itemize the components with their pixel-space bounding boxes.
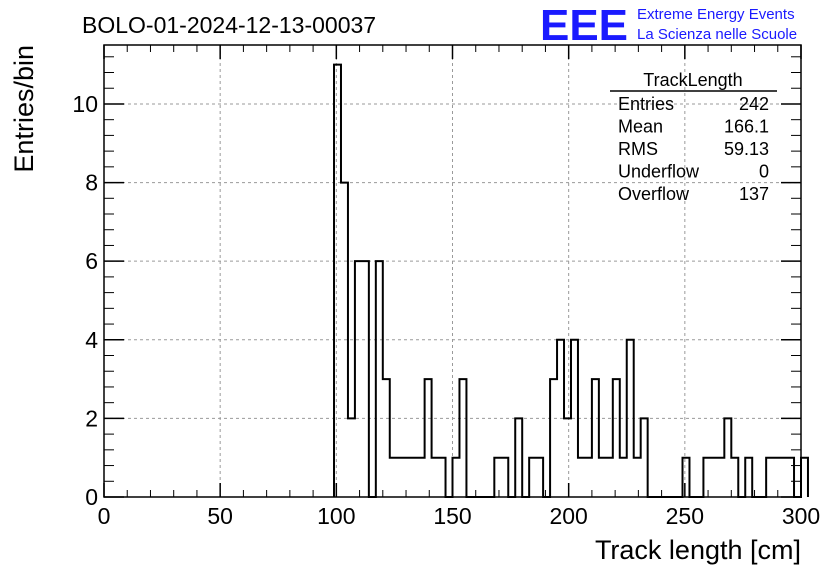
y-tick-label: 2	[85, 405, 98, 431]
histogram-outline	[333, 63, 809, 498]
stats-value: 137	[739, 184, 769, 204]
histogram-bin	[515, 418, 522, 497]
histogram-bin	[683, 458, 690, 497]
histogram-bin	[773, 458, 780, 497]
histogram-bin	[529, 458, 536, 497]
histogram-bin	[383, 379, 390, 497]
y-tick-label: 10	[72, 91, 98, 117]
histogram-bin	[334, 65, 341, 497]
y-tick-label: 6	[85, 248, 98, 274]
stats-label: Mean	[618, 117, 663, 137]
histogram-bin	[418, 458, 425, 497]
histogram-bin	[766, 458, 773, 497]
stats-title: TrackLength	[643, 70, 742, 90]
histogram-bin	[425, 379, 432, 497]
histogram-bin	[585, 458, 592, 497]
eee-logo: EEE	[540, 1, 628, 50]
histogram-bin	[341, 183, 348, 497]
histogram-bin	[710, 458, 717, 497]
x-axis-title: Track length [cm]	[595, 535, 801, 565]
histogram-bin	[641, 418, 648, 497]
histogram-bin	[404, 458, 411, 497]
histogram-bin	[724, 418, 731, 497]
stats-label: Underflow	[618, 162, 700, 182]
stats-rows: Entries 242 Mean 166.1 RMS 59.13 Underflow 0 Ove…	[618, 94, 769, 204]
histogram-bin	[801, 458, 808, 497]
histogram-bin	[613, 379, 620, 497]
histogram-bin	[787, 458, 794, 497]
histogram-bin	[459, 379, 466, 497]
y-tick-label: 0	[85, 484, 98, 510]
eee-logo-line2: La Scienza nelle Scuole	[637, 26, 797, 43]
x-tick-label: 50	[207, 503, 233, 529]
histogram-bin	[348, 418, 355, 497]
x-tick-label: 150	[433, 503, 471, 529]
histogram-bin	[731, 458, 738, 497]
stats-box: TrackLength Entries 242 Mean 166.1 RMS 59.13 U…	[610, 70, 777, 204]
stats-value: 59.13	[724, 139, 769, 159]
histogram-bin	[397, 458, 404, 497]
histogram-bin	[745, 458, 752, 497]
histogram-bin	[453, 458, 460, 497]
histogram-bin	[362, 261, 369, 497]
histogram-bin	[606, 458, 613, 497]
x-tick-label: 250	[666, 503, 704, 529]
stats-label: RMS	[618, 139, 658, 159]
x-tick-label: 300	[782, 503, 820, 529]
x-tick-label: 200	[549, 503, 587, 529]
y-axis-title: Entries/bin	[9, 45, 39, 173]
histogram-bin	[557, 340, 564, 497]
histogram-bins	[333, 63, 809, 498]
histogram-bin	[571, 340, 578, 497]
histogram-bin	[703, 458, 710, 497]
histogram-bin	[717, 458, 724, 497]
eee-logo-line1: Extreme Energy Events	[637, 6, 795, 23]
histogram-bin	[592, 379, 599, 497]
histogram-bin	[501, 458, 508, 497]
stats-label: Entries	[618, 94, 674, 114]
y-tick-label: 4	[85, 327, 98, 353]
x-tick-label: 0	[98, 503, 111, 529]
histogram-bin	[494, 458, 501, 497]
stats-value: 242	[739, 94, 769, 114]
stats-value: 166.1	[724, 117, 769, 137]
histogram-bin	[536, 458, 543, 497]
histogram-bin	[578, 458, 585, 497]
run-title: BOLO-01-2024-12-13-00037	[82, 12, 376, 38]
histogram-bin	[627, 340, 634, 497]
axis-ticks	[103, 45, 802, 498]
histogram-bin	[780, 458, 787, 497]
histogram-bin	[376, 261, 383, 497]
histogram-bin	[550, 379, 557, 497]
histogram-bin	[599, 458, 606, 497]
y-tick-labels: 0 2 4 6 8 10	[72, 91, 98, 510]
histogram-bin	[439, 458, 446, 497]
histogram-bin	[634, 458, 641, 497]
stats-label: Overflow	[618, 184, 690, 204]
histogram-bin	[355, 261, 362, 497]
grid-lines	[104, 45, 801, 497]
histogram-bin	[564, 418, 571, 497]
x-tick-label: 100	[317, 503, 355, 529]
y-tick-label: 8	[85, 170, 98, 196]
stats-value: 0	[759, 162, 769, 182]
histogram-bin	[390, 458, 397, 497]
histogram-bin	[432, 458, 439, 497]
histogram-bin	[620, 458, 627, 497]
histogram-bin	[411, 458, 418, 497]
x-tick-labels: 0 50 100 150 200 250 300	[98, 503, 821, 529]
